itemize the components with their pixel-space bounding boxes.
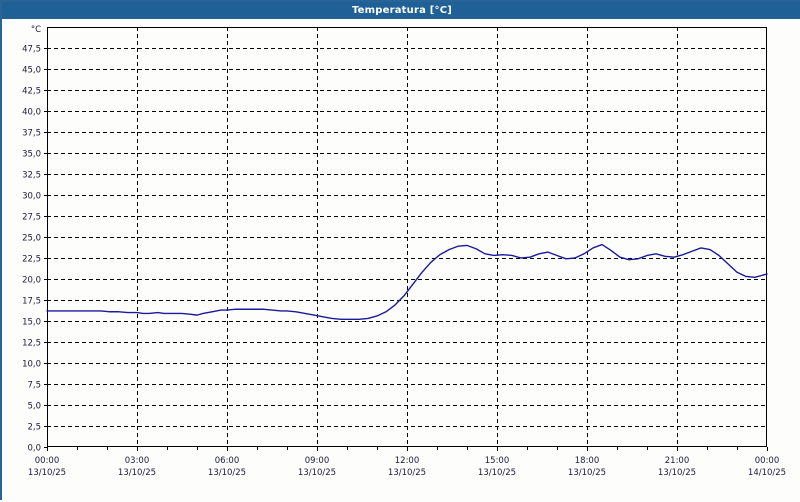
x-axis-time-label: 21:00 <box>665 456 690 466</box>
x-axis-time-label: 00:00 <box>35 456 60 466</box>
y-axis-tick-label: 37,5 <box>22 129 41 139</box>
y-axis-tick-label: 22,5 <box>22 255 41 265</box>
x-axis-date-label: 13/10/25 <box>298 468 336 478</box>
x-axis-time-label: 06:00 <box>215 456 240 466</box>
y-axis-tick-label: 2,5 <box>27 423 41 433</box>
y-axis-tick-label: 27,5 <box>22 213 41 223</box>
x-axis-date-label: 13/10/25 <box>658 468 696 478</box>
x-axis-date-label: 13/10/25 <box>478 468 516 478</box>
x-axis-date-label: 14/10/25 <box>748 468 786 478</box>
x-axis-time-label: 09:00 <box>305 456 330 466</box>
y-axis-tick-label: 35,0 <box>22 150 41 160</box>
x-axis-time-label: 12:00 <box>395 456 420 466</box>
y-axis-tick-label: 12,5 <box>22 339 41 349</box>
axis-ticks <box>44 48 768 451</box>
x-axis-date-label: 13/10/25 <box>568 468 606 478</box>
y-axis-tick-label: 25,0 <box>22 234 41 244</box>
y-axis-tick-label: 20,0 <box>22 276 41 286</box>
y-axis-tick-label: 17,5 <box>22 297 41 307</box>
y-axis-tick-label: 0,0 <box>27 444 41 454</box>
window-title-bar: Temperatura [°C] <box>2 2 800 19</box>
y-axis-tick-label: 45,0 <box>22 66 41 76</box>
y-axis-tick-label: 10,0 <box>22 360 41 370</box>
temperature-series-line <box>46 243 768 321</box>
x-axis-time-label: 03:00 <box>125 456 150 466</box>
x-axis-time-label: 00:00 <box>755 456 780 466</box>
series-group <box>46 243 768 321</box>
y-axis-tick-label: 7,5 <box>27 381 41 391</box>
x-axis-date-label: 13/10/25 <box>388 468 426 478</box>
y-axis-labels: 0,0 2,5 5,0 7,5 10,0 12,5 15,0 17,5 20,0 22,5 25,0… <box>22 45 41 454</box>
axis-lines <box>47 27 767 447</box>
x-axis-time-label: 18:00 <box>575 456 600 466</box>
y-axis-tick-label: 40,0 <box>22 108 41 118</box>
y-axis-tick-label: 30,0 <box>22 192 41 202</box>
x-axis-time-label: 15:00 <box>485 456 510 466</box>
x-axis-date-label: 13/10/25 <box>28 468 66 478</box>
x-axis-date-label: 13/10/25 <box>118 468 156 478</box>
temperature-line-chart: 0,0 2,5 5,0 7,5 10,0 12,5 15,0 17,5 20,0 22,5 25,0… <box>2 19 800 502</box>
grid-lines <box>47 27 767 447</box>
y-axis-tick-label: 5,0 <box>27 402 41 412</box>
y-axis-tick-label: 42,5 <box>22 87 41 97</box>
x-axis-labels: 00:00 13/10/25 03:00 13/10/25 06:00 13/10/25 0… <box>28 456 786 478</box>
chart-plot-area: 0,0 2,5 5,0 7,5 10,0 12,5 15,0 17,5 20,0 22,5 25,0… <box>2 19 800 502</box>
y-axis-tick-label: 15,0 <box>22 318 41 328</box>
plot-frame <box>47 27 767 447</box>
chart-background <box>2 19 800 502</box>
x-axis-date-label: 13/10/25 <box>208 468 246 478</box>
page-title: Temperatura [°C] <box>351 5 453 16</box>
y-axis-unit-label: °C <box>31 25 41 35</box>
y-axis-tick-label: 47,5 <box>22 45 41 55</box>
y-axis-tick-label: 32,5 <box>22 171 41 181</box>
